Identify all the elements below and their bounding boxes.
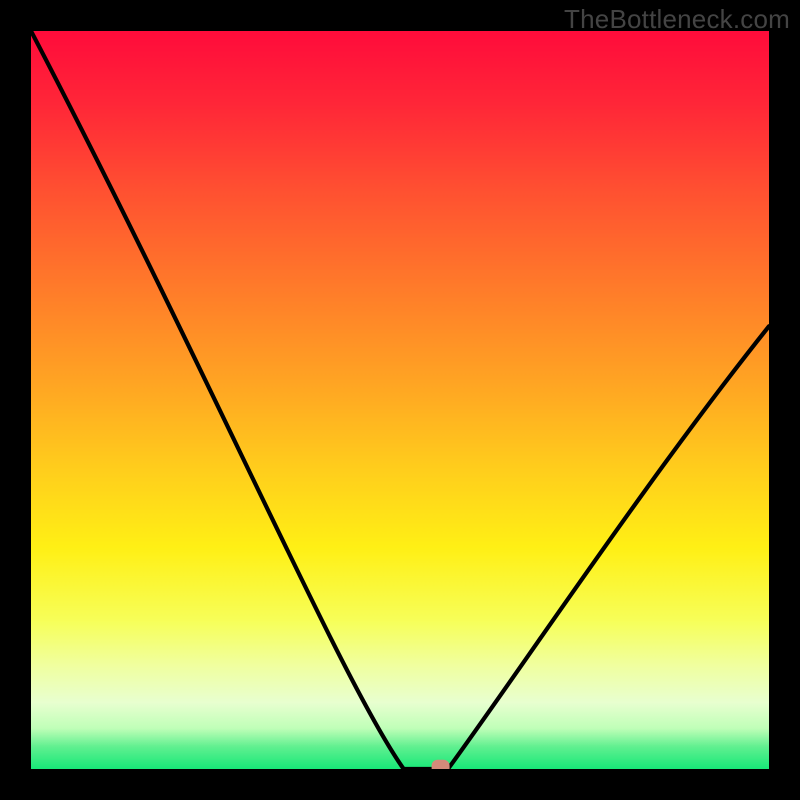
bottleneck-curve	[31, 31, 769, 769]
bottleneck-chart: TheBottleneck.com	[0, 0, 800, 800]
curve-layer	[31, 31, 769, 769]
watermark-label: TheBottleneck.com	[564, 4, 790, 35]
bottleneck-marker	[432, 760, 450, 769]
